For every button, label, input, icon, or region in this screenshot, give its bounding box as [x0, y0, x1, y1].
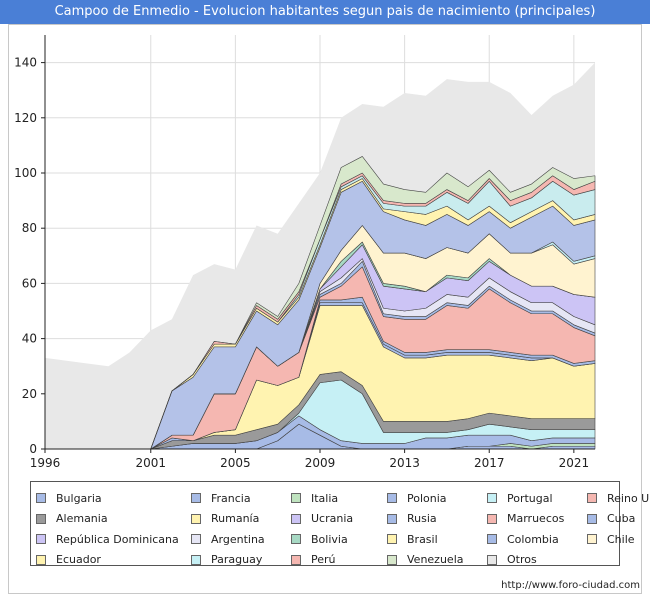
- legend-label: Perú: [311, 553, 336, 567]
- legend-swatch: [36, 534, 46, 545]
- legend-item-polonia: Polonia: [387, 488, 487, 509]
- legend-swatch: [191, 513, 201, 524]
- x-tick-label-5: 2017: [474, 456, 505, 470]
- legend-item-otros: Otros: [487, 550, 587, 571]
- legend-label: Venezuela: [407, 553, 464, 567]
- legend-item-francia: Francia: [191, 488, 291, 509]
- legend-swatch: [587, 513, 597, 524]
- x-tick-label-4: 2013: [389, 456, 420, 470]
- legend-label: Brasil: [407, 532, 438, 546]
- legend-label: Portugal: [507, 491, 553, 505]
- legend-label: Colombia: [507, 532, 559, 546]
- legend-grid: Bulgaria Francia Italia Polonia Portugal Rein…: [36, 488, 650, 570]
- legend-swatch: [387, 493, 397, 504]
- legend-item-alemania: Alemania: [36, 509, 191, 530]
- legend-swatch: [387, 534, 397, 545]
- legend-swatch: [487, 513, 497, 524]
- source-credit: http://www.foro-ciudad.com: [501, 580, 640, 591]
- legend-label: Chile: [607, 532, 635, 546]
- x-tick-label-6: 2021: [559, 456, 590, 470]
- legend: Bulgaria Francia Italia Polonia Portugal Rein…: [30, 481, 650, 566]
- legend-item-brasil: Brasil: [387, 529, 487, 550]
- area-venezuela-b: [44, 156, 596, 450]
- legend-item-rusia: Rusia: [387, 509, 487, 530]
- tick-labels: 0 20 40 60 80 100 120 140 1996 2001 2005 2009 2013 20…: [14, 56, 589, 470]
- legend-label: Bolivia: [311, 532, 348, 546]
- legend-label: Italia: [311, 491, 339, 505]
- legend-swatch: [587, 534, 597, 545]
- legend-swatch: [587, 493, 597, 504]
- legend-swatch: [487, 534, 497, 545]
- legend-label: Reino Unido: [607, 491, 650, 505]
- legend-label: Cuba: [607, 512, 636, 526]
- legend-swatch: [36, 493, 46, 504]
- legend-swatch: [36, 513, 46, 524]
- legend-swatch: [387, 554, 397, 565]
- legend-swatch: [291, 534, 301, 545]
- legend-label: Ucrania: [311, 512, 354, 526]
- legend-item-argentina: Argentina: [191, 529, 291, 550]
- y-tick-label-5: 100: [14, 166, 37, 180]
- legend-item-ruman-a: Rumanía: [191, 509, 291, 530]
- x-tick-label-0: 1996: [30, 456, 61, 470]
- legend-swatch: [191, 554, 201, 565]
- legend-item-bulgaria: Bulgaria: [36, 488, 191, 509]
- legend-label: Bulgaria: [56, 491, 102, 505]
- x-tick-label-3: 2009: [305, 456, 336, 470]
- y-tick-label-4: 80: [22, 221, 37, 235]
- chart-frame: [8, 24, 642, 594]
- legend-item-venezuela: Venezuela: [387, 550, 487, 571]
- legend-label: Argentina: [211, 532, 265, 546]
- y-tick-label-1: 20: [22, 387, 37, 401]
- legend-swatch: [36, 554, 46, 565]
- legend-label: Ecuador: [56, 553, 101, 567]
- legend-item-chile: Chile: [587, 529, 650, 550]
- legend-label: República Dominicana: [56, 532, 179, 546]
- legend-item-cuba: Cuba: [587, 509, 650, 530]
- legend-label: Paraguay: [211, 553, 263, 567]
- y-tick-label-6: 120: [14, 111, 37, 125]
- legend-item-bolivia: Bolivia: [291, 529, 387, 550]
- legend-swatch: [291, 493, 301, 504]
- legend-label: Polonia: [407, 491, 447, 505]
- y-tick-label-0: 0: [29, 442, 37, 456]
- legend-label: Otros: [507, 553, 537, 567]
- legend-label: Rumanía: [211, 512, 260, 526]
- x-tick-label-1: 2001: [135, 456, 166, 470]
- legend-item-per-: Perú: [291, 550, 387, 571]
- legend-swatch: [387, 513, 397, 524]
- legend-item-colombia: Colombia: [487, 529, 587, 550]
- legend-swatch: [487, 493, 497, 504]
- legend-swatch: [291, 554, 301, 565]
- legend-label: Alemania: [56, 512, 108, 526]
- legend-swatch: [191, 534, 201, 545]
- legend-swatch: [291, 513, 301, 524]
- legend-item-rep-blica-dominicana: República Dominicana: [36, 529, 191, 550]
- chart-title: Campoo de Enmedio - Evolucion habitantes…: [0, 0, 650, 24]
- legend-swatch: [487, 554, 497, 565]
- x-tick-label-2: 2005: [220, 456, 251, 470]
- legend-item-portugal: Portugal: [487, 488, 587, 509]
- y-tick-label-7: 140: [14, 56, 37, 70]
- legend-label: Rusia: [407, 512, 437, 526]
- legend-item-marruecos: Marruecos: [487, 509, 587, 530]
- legend-label: Francia: [211, 491, 251, 505]
- legend-item-ecuador: Ecuador: [36, 550, 191, 571]
- y-tick-label-3: 60: [22, 276, 37, 290]
- legend-item-ucrania: Ucrania: [291, 509, 387, 530]
- legend-label: Marruecos: [507, 512, 565, 526]
- legend-item-reino-unido: Reino Unido: [587, 488, 650, 509]
- legend-item-paraguay: Paraguay: [191, 550, 291, 571]
- legend-item-italia: Italia: [291, 488, 387, 509]
- legend-swatch: [191, 493, 201, 504]
- y-tick-label-2: 40: [22, 332, 37, 346]
